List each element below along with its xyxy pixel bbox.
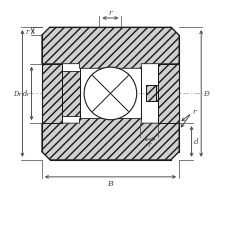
Text: D: D (202, 90, 208, 98)
Polygon shape (42, 28, 178, 69)
Text: d: d (194, 138, 198, 146)
Circle shape (84, 68, 136, 120)
Text: r: r (108, 9, 112, 17)
Text: r: r (25, 28, 29, 36)
Polygon shape (42, 119, 178, 160)
Text: D₁: D₁ (13, 90, 21, 98)
Polygon shape (145, 86, 155, 102)
Polygon shape (42, 64, 79, 124)
Text: B: B (107, 180, 113, 188)
Text: r: r (147, 141, 150, 149)
Text: d₁: d₁ (23, 90, 30, 98)
Text: r: r (192, 107, 196, 115)
Polygon shape (145, 64, 178, 124)
